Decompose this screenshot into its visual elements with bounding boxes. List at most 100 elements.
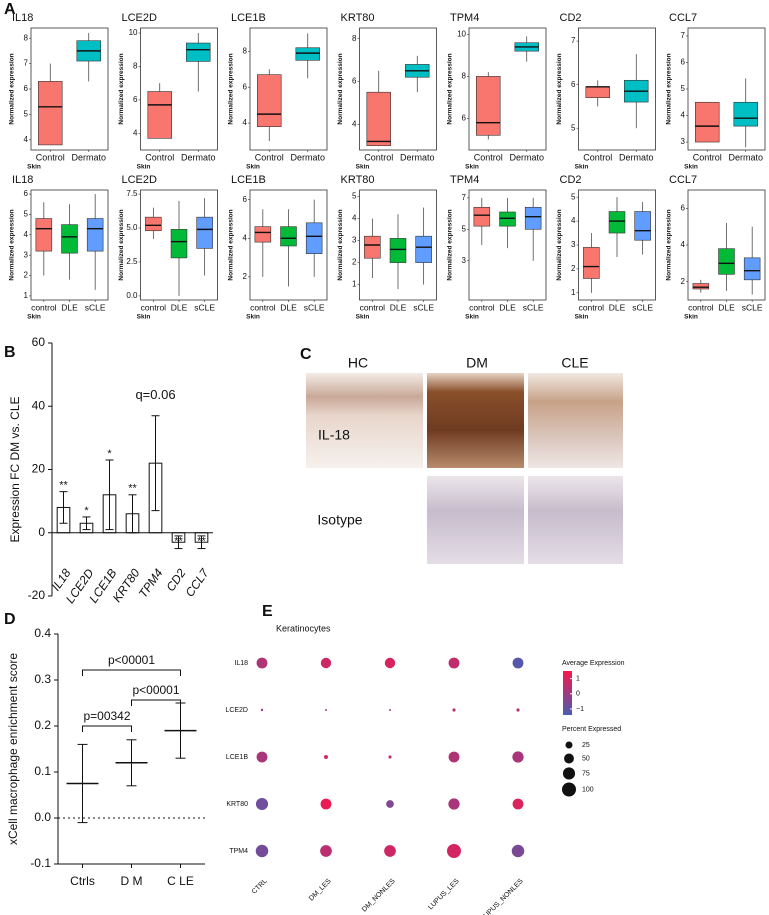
- x-axis-title: Skin: [465, 164, 479, 171]
- x-tick-label: sCLE: [742, 302, 763, 312]
- y-axis-title: Normalized expression: [337, 209, 344, 280]
- x-tick-label: D M: [121, 874, 143, 888]
- x-tick-label: Control: [364, 152, 393, 162]
- histology-image: [528, 476, 623, 564]
- y-tick-label: 4: [133, 128, 138, 137]
- y-tick-label: 4: [24, 135, 29, 144]
- box: [415, 235, 432, 263]
- box: [733, 101, 758, 127]
- comparison-bracket: [131, 699, 181, 706]
- expression-dot: [324, 755, 328, 759]
- comparison-label: p<00001: [108, 653, 155, 667]
- y-tick-label: 0.1: [34, 764, 51, 778]
- y-tick-label: 0.4: [34, 626, 51, 640]
- expression-dot: [512, 657, 524, 669]
- y-tick-label: 2: [24, 271, 29, 280]
- plot-frame: [140, 27, 218, 151]
- row-label: KRT80: [226, 801, 248, 808]
- y-tick-label: 6: [352, 77, 357, 86]
- expression-dot: [452, 708, 456, 712]
- x-tick-label: Dermato: [509, 152, 544, 162]
- panel-title: CD2: [560, 12, 582, 24]
- y-tick-label: 40: [32, 398, 46, 412]
- box: [583, 247, 600, 279]
- histology-image: [427, 373, 524, 468]
- expression-dot: [389, 709, 391, 711]
- expression-dot: [260, 708, 264, 712]
- y-tick-label: 1: [571, 288, 576, 297]
- box: [147, 91, 172, 139]
- x-tick-label: control: [688, 302, 714, 312]
- y-tick-label: 7.5: [126, 189, 138, 198]
- y-axis-title: Normalized expression: [118, 53, 125, 124]
- panel-letter: E: [262, 603, 273, 620]
- y-tick-label: 5: [571, 192, 576, 201]
- x-tick-label: Ctrls: [70, 874, 95, 888]
- panel-title: CCL7: [669, 174, 697, 186]
- y-tick-label: 0.0: [126, 291, 138, 300]
- box: [364, 235, 381, 259]
- size-key: [562, 767, 576, 780]
- x-tick-label: control: [31, 302, 57, 312]
- x-tick-label: sCLE: [85, 302, 106, 312]
- y-tick-label: 3: [462, 256, 467, 265]
- x-tick-label: sCLE: [413, 302, 434, 312]
- box: [585, 86, 610, 99]
- box: [499, 211, 516, 227]
- y-tick-label: 20: [32, 462, 46, 476]
- x-tick-label: DLE: [390, 302, 407, 312]
- plot-frame: [359, 27, 437, 151]
- box: [38, 81, 63, 146]
- box: [145, 216, 162, 232]
- expression-dot: [255, 797, 269, 811]
- comparison-bracket: [82, 725, 132, 732]
- panel-letter: B: [4, 344, 16, 361]
- column-label: DM_LES: [308, 878, 333, 903]
- expression-dot: [320, 845, 332, 857]
- expression-dot: [386, 800, 394, 808]
- x-tick-label: control: [579, 302, 605, 312]
- expression-dot: [325, 709, 327, 711]
- y-axis-title: Normalized expression: [228, 209, 235, 280]
- y-axis-title: Expression FC DM vs. CLE: [8, 396, 22, 542]
- expression-dot: [512, 751, 524, 763]
- box: [634, 211, 651, 241]
- y-axis-title: Normalized expression: [666, 209, 673, 280]
- y-tick-label: 2: [571, 264, 576, 273]
- x-axis-title: Skin: [246, 164, 260, 171]
- y-tick-label: -20: [28, 588, 46, 602]
- panel-letter: D: [4, 611, 16, 628]
- y-tick-label: 4: [571, 216, 576, 225]
- y-axis-title: Normalized expression: [447, 53, 454, 124]
- expression-dot: [384, 845, 396, 857]
- y-tick-label: 5: [352, 192, 357, 201]
- y-axis-title: xCell macrophage enrichment score: [6, 653, 20, 845]
- x-tick-label: Dermato: [619, 152, 654, 162]
- box: [695, 101, 720, 143]
- row-label: TPM4: [229, 848, 248, 855]
- y-tick-label: 2.5: [126, 257, 138, 266]
- significance-label: **: [128, 483, 137, 495]
- plot-frame: [578, 27, 656, 151]
- x-tick-label: control: [141, 302, 167, 312]
- y-tick-label: -0.1: [30, 856, 51, 870]
- x-tick-label: control: [469, 302, 495, 312]
- color-tick-label: 0: [576, 691, 580, 698]
- size-key-label: 100: [582, 786, 594, 793]
- box: [608, 211, 626, 234]
- column-label: LUPUS_NONLES: [480, 878, 525, 915]
- expression-dot: [320, 657, 332, 669]
- panel-title: IL18: [12, 12, 33, 24]
- y-axis-title: Normalized expression: [9, 209, 16, 280]
- significance-label: **: [197, 535, 206, 547]
- box: [35, 218, 53, 252]
- x-axis-title: Skin: [137, 164, 151, 171]
- x-tick-label: sCLE: [304, 302, 325, 312]
- y-tick-label: 4: [681, 111, 686, 120]
- box: [718, 248, 735, 275]
- y-tick-label: 8: [243, 46, 248, 55]
- y-tick-label: 0: [38, 525, 45, 539]
- expression-dot: [447, 844, 461, 858]
- x-tick-label: DLE: [718, 302, 735, 312]
- box: [366, 91, 391, 147]
